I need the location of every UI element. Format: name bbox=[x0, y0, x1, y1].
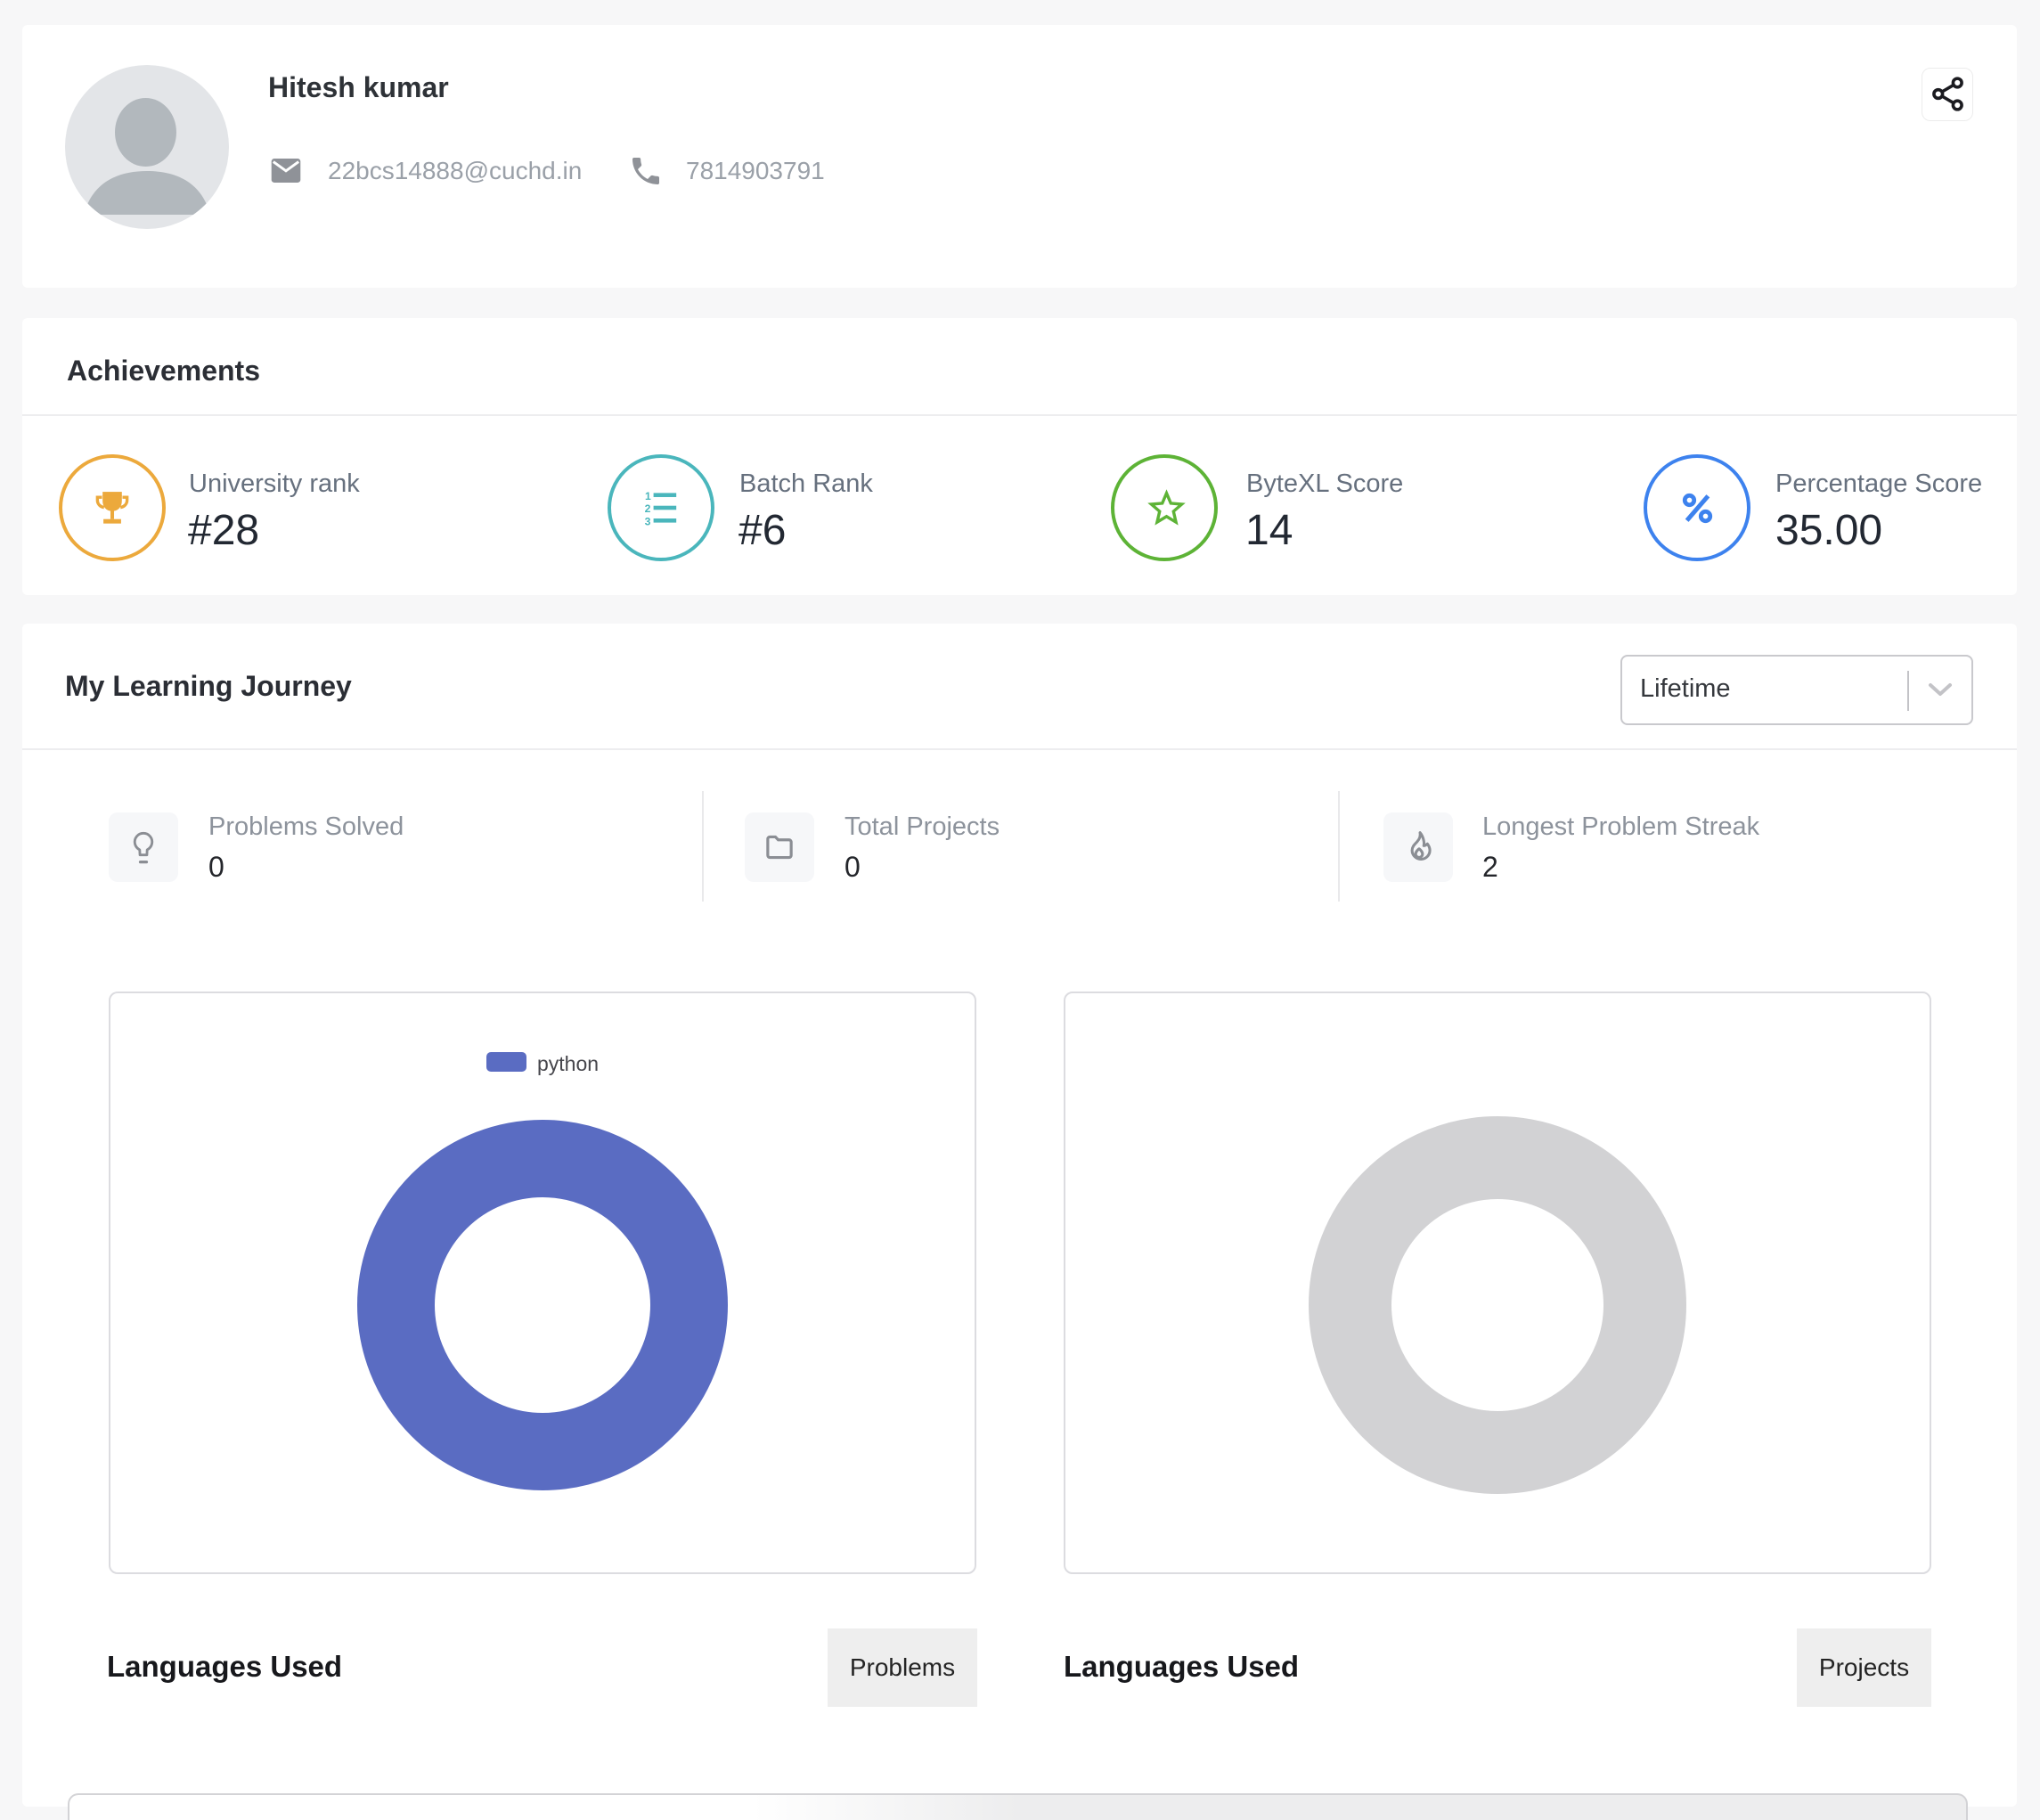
svg-text:2: 2 bbox=[645, 502, 651, 515]
svg-text:1: 1 bbox=[645, 490, 651, 502]
svg-text:3: 3 bbox=[645, 515, 651, 526]
